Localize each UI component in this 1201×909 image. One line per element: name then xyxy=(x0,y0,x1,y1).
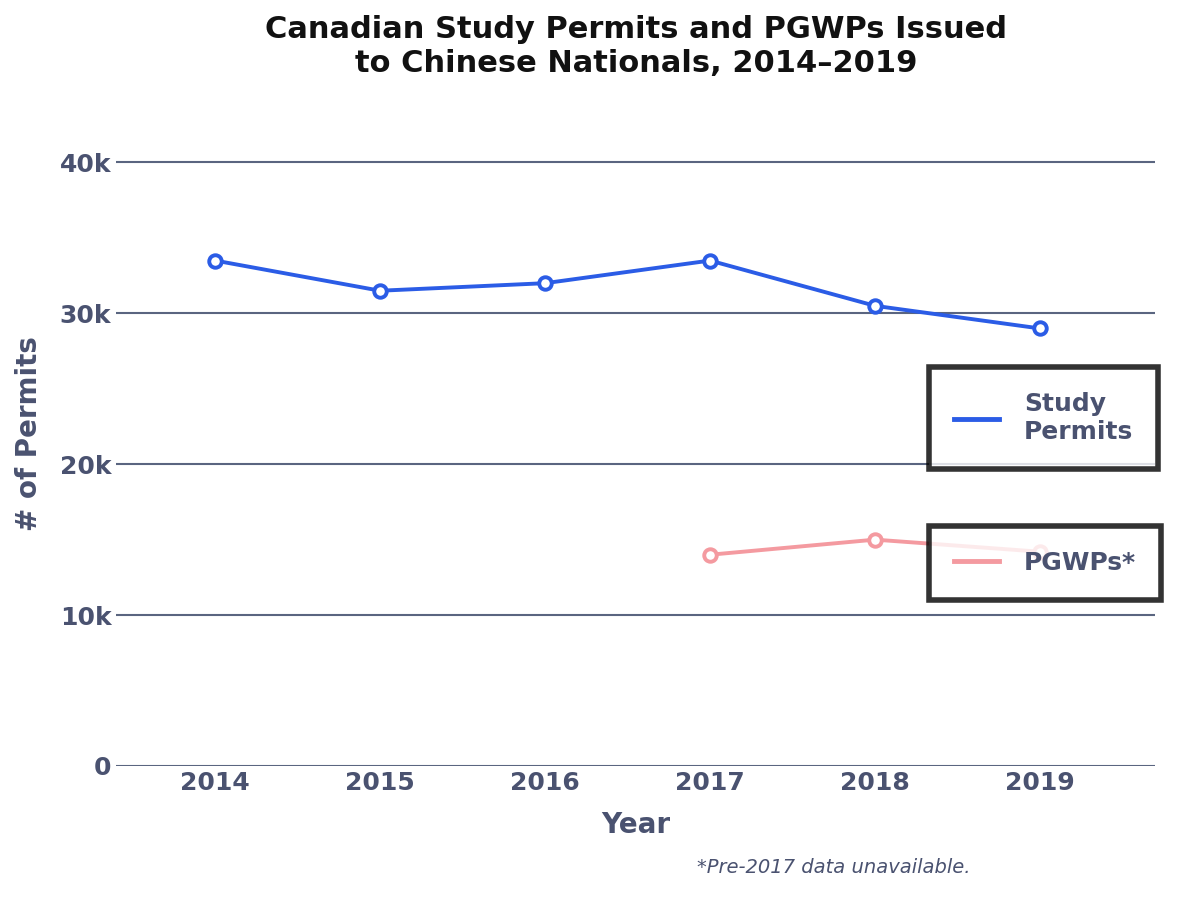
X-axis label: Year: Year xyxy=(602,812,670,839)
Y-axis label: # of Permits: # of Permits xyxy=(14,336,43,532)
Title: Canadian Study Permits and PGWPs Issued
to Chinese Nationals, 2014–2019: Canadian Study Permits and PGWPs Issued … xyxy=(264,15,1006,77)
Legend: PGWPs*: PGWPs* xyxy=(928,526,1161,600)
Text: *Pre-2017 data unavailable.: *Pre-2017 data unavailable. xyxy=(697,857,970,876)
